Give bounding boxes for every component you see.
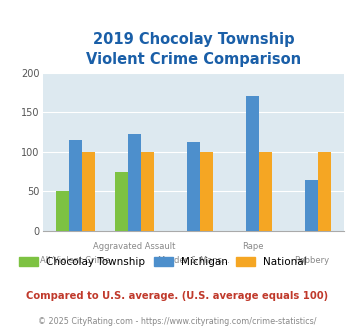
Text: Rape: Rape [242, 242, 263, 251]
Bar [69, 140, 82, 231]
Bar [115, 172, 128, 231]
Bar [187, 142, 200, 231]
Text: Robbery: Robbery [294, 256, 329, 265]
Legend: Chocolay Township, Michigan, National: Chocolay Township, Michigan, National [20, 257, 307, 267]
Text: © 2025 CityRating.com - https://www.cityrating.com/crime-statistics/: © 2025 CityRating.com - https://www.city… [38, 317, 317, 326]
Text: Murder & Mans...: Murder & Mans... [158, 256, 229, 265]
Bar [318, 152, 331, 231]
Text: All Violent Crime: All Violent Crime [40, 256, 110, 265]
Bar [246, 96, 259, 231]
Bar [305, 180, 318, 231]
Title: 2019 Chocolay Township
Violent Crime Comparison: 2019 Chocolay Township Violent Crime Com… [86, 32, 301, 67]
Bar [82, 152, 95, 231]
Text: Compared to U.S. average. (U.S. average equals 100): Compared to U.S. average. (U.S. average … [26, 291, 329, 301]
Bar [56, 191, 69, 231]
Bar [128, 134, 141, 231]
Bar [259, 152, 272, 231]
Text: Aggravated Assault: Aggravated Assault [93, 242, 175, 251]
Bar [200, 152, 213, 231]
Bar [141, 152, 154, 231]
